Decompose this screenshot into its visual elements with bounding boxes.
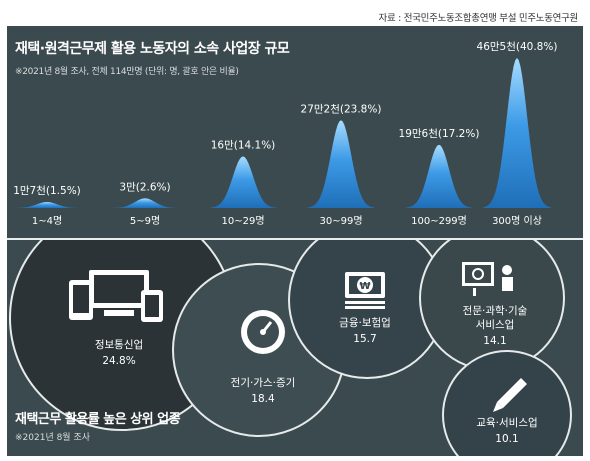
industry-chart-title: 재택근무 활용률 높은 상위 업종 xyxy=(15,412,181,427)
bubble-value-label: 10.1 xyxy=(495,433,518,445)
bubble-category-label: 교육·서비스업 xyxy=(476,416,537,429)
bubble-value-label: 18.4 xyxy=(251,393,275,405)
bubble-category-label: 서비스업 xyxy=(476,318,515,331)
industry-bubble-chart: ₩ 정보통신업 24.8% 전기·가스·증기 18.4 금융·보험업 15.7 전문·과학·… xyxy=(9,240,572,456)
workplace-size-chart-title: 재택·원격근무제 활용 노동자의 소속 사업장 규모 xyxy=(15,41,290,57)
bubble-category-label: 금융·보험업 xyxy=(339,316,391,329)
bubble-category-label: 전기·가스·증기 xyxy=(231,377,296,389)
bell-category-label: 300명 이상 xyxy=(492,215,542,227)
bell-mark xyxy=(209,156,277,208)
gauge-icon xyxy=(241,310,285,354)
chart-panel: 재택·원격근무제 활용 노동자의 소속 사업장 규모 ※2021년 8월 조사,… xyxy=(7,26,583,456)
bell-value-label: 19만6천(17.2%) xyxy=(399,128,480,140)
banknote-icon: ₩ xyxy=(345,272,385,309)
computer-devices-icon xyxy=(69,270,163,322)
bell-mark xyxy=(13,202,81,208)
bell-mark xyxy=(483,58,551,208)
presentation-icon xyxy=(462,262,513,296)
pencil-icon xyxy=(493,378,527,412)
bell-mark xyxy=(111,198,179,208)
bell-value-label: 1만7천(1.5%) xyxy=(13,185,81,197)
bell-category-label: 100~299명 xyxy=(411,215,467,227)
bell-category-label: 5~9명 xyxy=(130,215,160,227)
bubble-value-label: 24.8% xyxy=(102,355,135,367)
bell-mark xyxy=(405,144,473,208)
workplace-size-chart-subtitle: ※2021년 8월 조사, 전체 114만명 (단위: 명, 괄호 안은 비율) xyxy=(15,67,239,77)
bubble-value-label: 15.7 xyxy=(353,333,376,345)
bell-value-label: 46만5천(40.8%) xyxy=(477,41,558,53)
industry-chart-subtitle: ※2021년 8월 조사 xyxy=(15,433,91,443)
bubble-category-label: 전문·과학·기술 xyxy=(463,305,528,317)
bell-category-label: 10~29명 xyxy=(221,215,264,227)
bell-category-label: 1~4명 xyxy=(32,215,62,227)
bell-value-label: 16만(14.1%) xyxy=(211,139,276,151)
workplace-size-bell-chart: 1만7천(1.5%) 1~4명 3만(2.6%) 5~9명 16만(14.1%) 10~2… xyxy=(13,41,558,227)
bell-value-label: 3만(2.6%) xyxy=(119,181,170,193)
bell-value-label: 27만2천(23.8%) xyxy=(301,103,382,115)
section-divider xyxy=(7,238,583,240)
bell-category-label: 30~99명 xyxy=(319,215,362,227)
bell-mark xyxy=(307,120,375,208)
source-note: 자료 : 전국민주노동조합총연맹 부설 민주노동연구원 xyxy=(378,13,579,24)
svg-text:₩: ₩ xyxy=(359,281,370,292)
bubble-value-label: 14.1 xyxy=(483,335,506,347)
bubble-category-label: 정보통신업 xyxy=(95,338,143,351)
